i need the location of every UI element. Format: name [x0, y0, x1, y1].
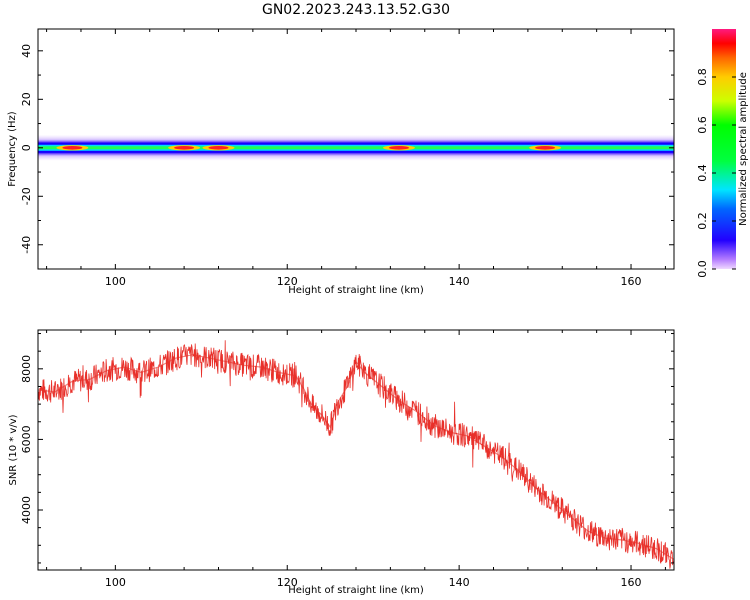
spectrogram-xlabel: Height of straight line (km) [288, 285, 424, 296]
snr-xtick-label: 120 [277, 576, 298, 589]
band-peak [208, 145, 229, 150]
spectrogram-ylabel: Frequency (Hz) [7, 111, 18, 187]
spectrogram-ytick-label: 0 [20, 144, 33, 151]
band-peak [388, 145, 409, 150]
snr-ytick-label: 4000 [20, 496, 33, 524]
snr-panel: 100 120 140 160 4000 6000 8000 Height of strai… [8, 329, 675, 596]
spectrogram-xtick-label: 100 [105, 275, 126, 288]
spectrogram-ytick-label: 40 [20, 44, 33, 58]
spectrogram-ytick-label: -20 [20, 187, 33, 205]
spectrogram-xtick-label: 140 [449, 275, 470, 288]
snr-series-line [38, 354, 674, 560]
colorbar-tick-label: 0.0 [696, 260, 709, 278]
snr-xtick-label: 100 [105, 576, 126, 589]
snr-xtick-label: 160 [621, 576, 642, 589]
snr-ylabel: SNR (10 * v/v) [8, 414, 19, 485]
band-peak [535, 145, 556, 150]
colorbar: 0.0 0.2 0.4 0.6 0.8 Normalized spectral ampl… [696, 29, 749, 278]
colorbar-label: Normalized spectral amplitude [738, 72, 749, 226]
spectrogram-ytick-label: -40 [20, 236, 33, 254]
colorbar-tick-label: 0.4 [696, 164, 709, 182]
spectrogram-ytick-label: 20 [20, 92, 33, 106]
snr-xlabel: Height of straight line (km) [288, 585, 424, 596]
spectrogram-panel: 100 120 140 160 -40 -20 0 20 40 Height of straig… [7, 28, 675, 296]
snr-ytick-label: 8000 [20, 355, 33, 383]
colorbar-tick-label: 0.8 [696, 68, 709, 86]
spectrogram-xtick-label: 160 [621, 275, 642, 288]
band-core [38, 146, 674, 150]
band-peak [62, 145, 83, 150]
colorbar-tick-label: 0.2 [696, 212, 709, 230]
snr-noisy-trace [38, 340, 674, 569]
snr-ytick-label: 6000 [20, 425, 33, 453]
colorbar-gradient [712, 29, 736, 269]
figure-title: GN02.2023.243.13.52.G30 [262, 2, 450, 18]
colorbar-tick-label: 0.6 [696, 116, 709, 134]
band-peak [174, 145, 195, 150]
spectrogram-xtick-label: 120 [277, 275, 298, 288]
snr-xtick-label: 140 [449, 576, 470, 589]
